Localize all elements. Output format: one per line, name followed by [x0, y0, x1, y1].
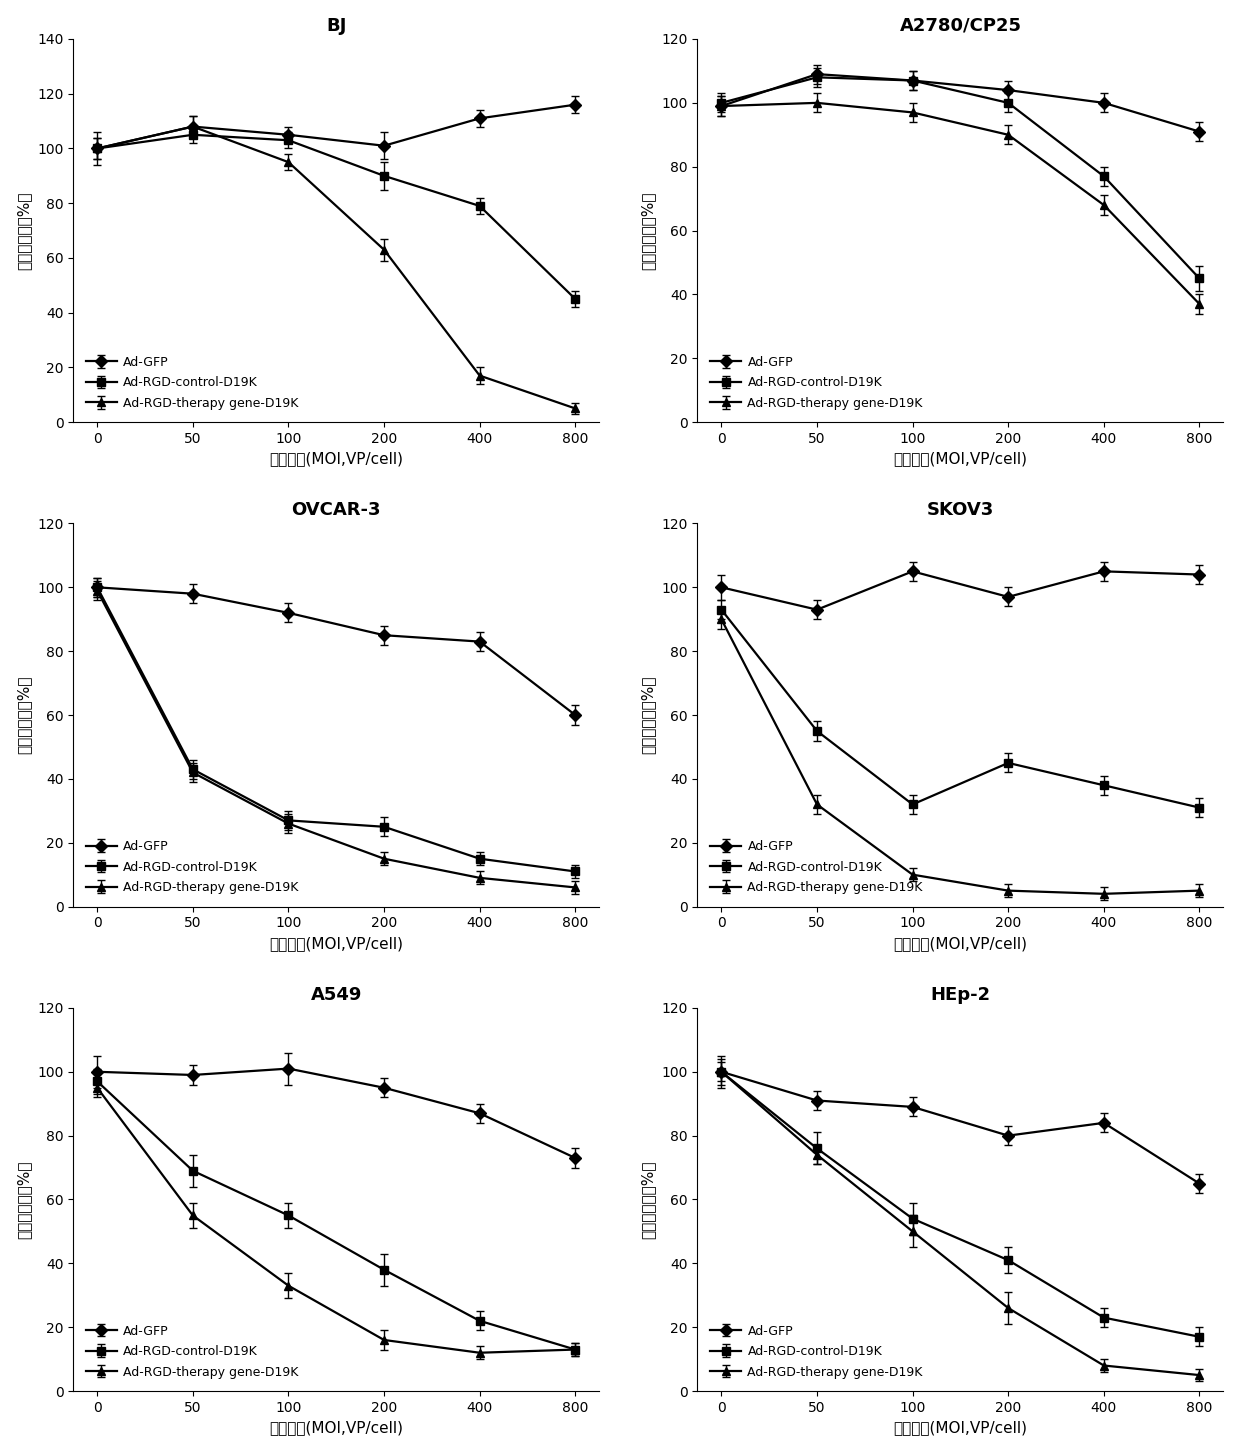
Title: HEp-2: HEp-2: [930, 986, 991, 1003]
Legend: Ad-GFP, Ad-RGD-control-D19K, Ad-RGD-therapy gene-D19K: Ad-GFP, Ad-RGD-control-D19K, Ad-RGD-ther…: [704, 350, 929, 415]
Legend: Ad-GFP, Ad-RGD-control-D19K, Ad-RGD-therapy gene-D19K: Ad-GFP, Ad-RGD-control-D19K, Ad-RGD-ther…: [79, 350, 305, 415]
Title: BJ: BJ: [326, 16, 346, 35]
Title: SKOV3: SKOV3: [926, 501, 994, 520]
X-axis label: 感染强度(MOI,VP/cell): 感染强度(MOI,VP/cell): [269, 937, 403, 951]
X-axis label: 感染强度(MOI,VP/cell): 感染强度(MOI,VP/cell): [269, 452, 403, 466]
Y-axis label: 细胞存活率（%）: 细胞存活率（%）: [16, 1160, 32, 1239]
Title: A549: A549: [310, 986, 362, 1003]
Legend: Ad-GFP, Ad-RGD-control-D19K, Ad-RGD-therapy gene-D19K: Ad-GFP, Ad-RGD-control-D19K, Ad-RGD-ther…: [79, 833, 305, 900]
X-axis label: 感染强度(MOI,VP/cell): 感染强度(MOI,VP/cell): [893, 1420, 1028, 1436]
Y-axis label: 细胞存活率（%）: 细胞存活率（%）: [641, 675, 656, 754]
X-axis label: 感染强度(MOI,VP/cell): 感染强度(MOI,VP/cell): [269, 1420, 403, 1436]
Title: OVCAR-3: OVCAR-3: [291, 501, 381, 520]
Y-axis label: 细胞存活率（%）: 细胞存活率（%）: [641, 192, 656, 270]
X-axis label: 感染强度(MOI,VP/cell): 感染强度(MOI,VP/cell): [893, 937, 1028, 951]
Y-axis label: 细胞存活率（%）: 细胞存活率（%）: [16, 192, 32, 270]
Y-axis label: 细胞存活率（%）: 细胞存活率（%）: [641, 1160, 656, 1239]
Legend: Ad-GFP, Ad-RGD-control-D19K, Ad-RGD-therapy gene-D19K: Ad-GFP, Ad-RGD-control-D19K, Ad-RGD-ther…: [704, 1318, 929, 1385]
X-axis label: 感染强度(MOI,VP/cell): 感染强度(MOI,VP/cell): [893, 452, 1028, 466]
Legend: Ad-GFP, Ad-RGD-control-D19K, Ad-RGD-therapy gene-D19K: Ad-GFP, Ad-RGD-control-D19K, Ad-RGD-ther…: [79, 1318, 305, 1385]
Title: A2780/CP25: A2780/CP25: [899, 16, 1022, 35]
Y-axis label: 细胞存活率（%）: 细胞存活率（%）: [16, 675, 32, 754]
Legend: Ad-GFP, Ad-RGD-control-D19K, Ad-RGD-therapy gene-D19K: Ad-GFP, Ad-RGD-control-D19K, Ad-RGD-ther…: [704, 833, 929, 900]
